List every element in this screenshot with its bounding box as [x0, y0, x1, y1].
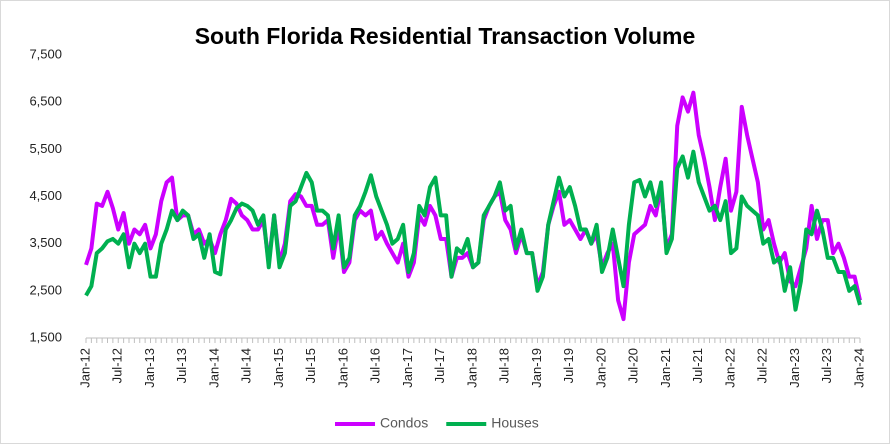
x-tick-label: Jan-17 — [400, 348, 415, 388]
y-tick-label: 4,500 — [29, 188, 62, 203]
x-tick-label: Jan-18 — [464, 348, 479, 388]
x-tick-label: Jan-13 — [142, 348, 157, 388]
y-tick-label: 3,500 — [29, 235, 62, 250]
legend-label: Condos — [380, 415, 428, 431]
x-tick-label: Jan-14 — [206, 348, 221, 388]
x-tick-label: Jul-18 — [497, 348, 512, 383]
x-tick-label: Jan-12 — [77, 348, 92, 388]
x-tick-label: Jul-13 — [174, 348, 189, 383]
x-tick-label: Jul-15 — [303, 348, 318, 383]
y-tick-label: 2,500 — [29, 282, 62, 297]
x-tick-label: Jul-17 — [432, 348, 447, 383]
x-tick-label: Jan-19 — [529, 348, 544, 388]
y-tick-label: 5,500 — [29, 141, 62, 156]
x-tick-label: Jan-20 — [593, 348, 608, 388]
x-tick-label: Jan-22 — [722, 348, 737, 388]
x-tick-label: Jan-21 — [658, 348, 673, 388]
x-tick-label: Jul-12 — [110, 348, 125, 383]
x-tick-label: Jul-23 — [819, 348, 834, 383]
x-tick-label: Jul-16 — [368, 348, 383, 383]
y-tick-label: 1,500 — [29, 329, 62, 344]
x-tick-label: Jul-14 — [239, 348, 254, 383]
series-line — [84, 149, 862, 312]
x-tick-label: Jan-16 — [335, 348, 350, 388]
y-tick-label: 7,500 — [29, 46, 62, 61]
x-tick-label: Jan-23 — [787, 348, 802, 388]
x-tick-label: Jan-24 — [851, 348, 866, 388]
y-tick-label: 6,500 — [29, 94, 62, 109]
x-tick-label: Jul-21 — [690, 348, 705, 383]
legend-label: Houses — [491, 415, 538, 431]
x-tick-label: Jan-15 — [271, 348, 286, 388]
chart-title: South Florida Residential Transaction Vo… — [195, 23, 696, 49]
x-tick-label: Jul-22 — [755, 348, 770, 383]
x-tick-label: Jul-20 — [626, 348, 641, 383]
x-tick-label: Jul-19 — [561, 348, 576, 383]
